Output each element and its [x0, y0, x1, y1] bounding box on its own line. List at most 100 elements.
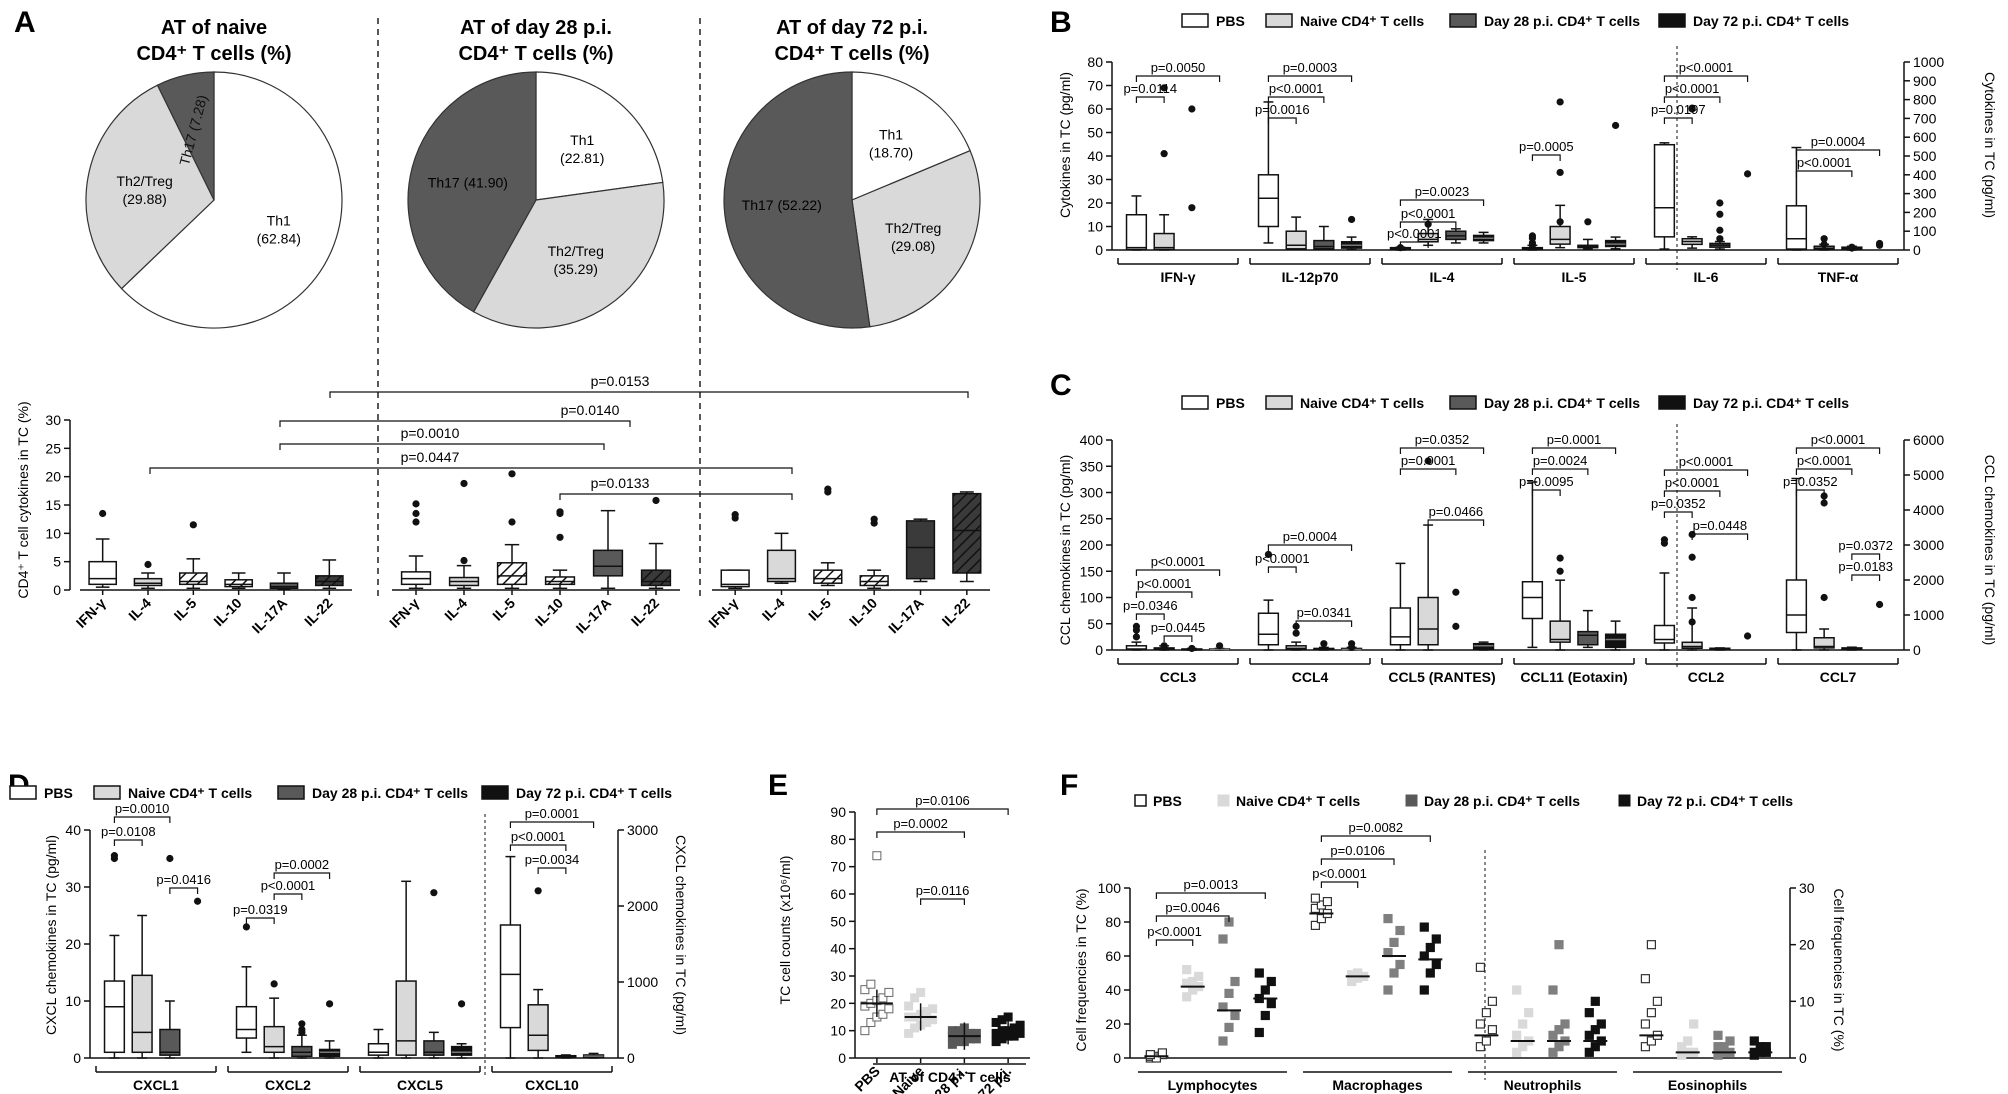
a-x-tick-label: IL-10 [846, 595, 881, 630]
a-box-g2-il22 [640, 569, 672, 587]
d-legend-label: Day 28 p.i. CD4⁺ T cells [312, 785, 468, 801]
d-box-cxcl2-3 [291, 1045, 313, 1058]
f-pvalue-4-bracket [1320, 835, 1431, 842]
f-point [1419, 985, 1429, 995]
d-pvalue-2-bracket [113, 839, 143, 846]
a-box-g2-il5 [496, 562, 528, 586]
b-legend-swatch [1449, 13, 1477, 28]
c-y-axis-left-tick-label: 400 [1080, 432, 1104, 448]
c-pvalue-13-label: p=0.0095 [1519, 474, 1574, 489]
a-x-tick-label: IL-5 [805, 595, 834, 624]
f-point [1254, 968, 1264, 978]
c-box-ccl11eotaxin-2 [1549, 620, 1571, 643]
e-y-axis-tick-label: 20 [830, 995, 846, 1011]
b-pvalue-9-bracket [1531, 154, 1561, 161]
b-pvalue-4-bracket [1267, 96, 1325, 103]
a-pvalue-1: p=0.0153 [591, 373, 650, 389]
e-y-axis-tick-label: 90 [830, 804, 846, 820]
d-outlier-point [298, 1020, 306, 1028]
d-pvalue-5-bracket [273, 893, 303, 900]
c-pvalue-18-bracket [1795, 447, 1881, 454]
f-point [1590, 996, 1600, 1006]
c-pvalue-5-label: p=0.0004 [1283, 529, 1338, 544]
c-y-axis-left-tick-label: 0 [1095, 642, 1103, 658]
f-pvalue-6-label: p<0.0001 [1312, 866, 1367, 881]
f-y-axis-left-tick-label: 20 [1105, 1016, 1121, 1032]
b-category-label: IL-6 [1694, 269, 1719, 285]
c-pvalue-2-bracket [1135, 591, 1193, 598]
e-point [884, 987, 894, 997]
pie-1-slice-value: (29.88) [122, 191, 166, 207]
a-outlier-point [412, 509, 420, 518]
b-legend-swatch [1181, 13, 1209, 28]
f-point [1395, 925, 1405, 936]
e-point [878, 1009, 888, 1019]
d-category-label: CXCL10 [525, 1077, 579, 1093]
b-pvalue-1-label: p=0.0050 [1151, 60, 1206, 75]
c-outlier-point [1320, 640, 1328, 648]
c-outlier-point [1688, 618, 1696, 626]
b-outlier-point [1716, 199, 1724, 207]
e-pvalue-2-bracket [876, 831, 965, 838]
a-outlier-point [189, 521, 197, 529]
b-box-il12p70-2 [1285, 230, 1307, 250]
a-x-tick-label: IL-4 [125, 595, 154, 624]
pie-2-slice-label: Th17 (41.90) [428, 174, 508, 190]
f-point [1725, 1036, 1735, 1046]
c-y-axis-right-tick-label: 0 [1913, 642, 1921, 658]
b-outlier-point [1716, 235, 1724, 243]
c-legend-swatch [1265, 395, 1293, 410]
f-point [1512, 985, 1522, 995]
c-category-label: CCL3 [1160, 669, 1197, 685]
c-outlier-point [1452, 622, 1460, 630]
b-pvalue-2-label: p=0.0114 [1123, 81, 1177, 96]
pie-3-slice-th1 [851, 71, 971, 201]
a-outlier-point [412, 500, 420, 508]
f-point [1475, 1042, 1486, 1052]
c-pvalue-10-label: p=0.0466 [1429, 504, 1484, 519]
pie-1-slice-name: Th2/Treg [117, 173, 173, 189]
c-pvalue-8-label: p=0.0352 [1415, 432, 1470, 447]
c-pvalue-19-bracket [1795, 468, 1853, 475]
c-category-label: CCL4 [1292, 669, 1329, 685]
e-point [872, 851, 882, 861]
c-box-ccl2-2 [1681, 641, 1703, 649]
c-legend-label: Day 72 p.i. CD4⁺ T cells [1693, 395, 1849, 411]
c-y-axis-right-tick-label: 1000 [1913, 607, 1944, 623]
d-y-axis-right-tick-label: 3000 [627, 822, 658, 838]
panel-a-boxplot: CD4⁺ T cell cytokines in TC (%) p=0.0153… [15, 373, 650, 599]
f-point [1431, 934, 1441, 944]
a-outlier-point [870, 515, 878, 523]
b-outlier-point [1188, 105, 1196, 113]
f-point [1425, 942, 1435, 953]
f-point [1512, 1047, 1522, 1057]
a-x-tick-label: IL-22 [939, 595, 974, 630]
b-box-ifn-1 [1125, 214, 1148, 251]
c-pvalue-11-bracket [1531, 447, 1617, 454]
b-category-label: IFN-γ [1161, 269, 1196, 285]
c-pvalue-18-label: p<0.0001 [1811, 432, 1866, 447]
f-point [1640, 1019, 1651, 1029]
b-outlier-point [1820, 240, 1828, 248]
b-y-axis-right-tick-label: 500 [1913, 148, 1937, 164]
c-outlier-point [1347, 643, 1356, 651]
f-category-label: Macrophages [1332, 1077, 1422, 1093]
b-category-label: IL-4 [1430, 269, 1455, 285]
b-pvalue-8-label: p<0.0001 [1387, 226, 1442, 241]
f-y-axis-label-left: Cell frequencies in TC (%) [1073, 888, 1089, 1051]
b-outlier-point [1528, 232, 1537, 240]
d-y-axis-left-tick-label: 0 [73, 1050, 81, 1066]
c-pvalue-21-bracket [1851, 553, 1881, 560]
c-y-axis-right-tick-label: 5000 [1913, 467, 1944, 483]
e-point [971, 1028, 981, 1038]
b-pvalue-3-label: p=0.0003 [1283, 60, 1338, 75]
a-outlier-point [556, 508, 564, 516]
a-x-tick-label: IFN-γ [386, 595, 422, 631]
d-outlier-point [534, 887, 542, 895]
d-pvalue-9-label: p=0.0034 [525, 852, 580, 867]
f-point [1554, 940, 1564, 950]
c-pvalue-16-bracket [1663, 511, 1693, 518]
c-category-label: CCL5 (RANTES) [1388, 669, 1495, 685]
b-category-label: IL-5 [1562, 269, 1587, 285]
b-pvalue-12-bracket [1663, 117, 1693, 124]
